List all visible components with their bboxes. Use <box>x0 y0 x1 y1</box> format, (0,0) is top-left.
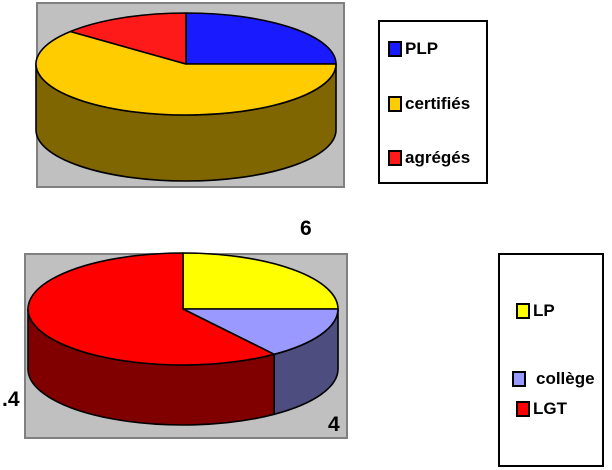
pie-2-slice-lgt <box>27 252 275 366</box>
legend-swatch-agreges <box>388 150 402 166</box>
legend-entry-certifies: certifiés <box>388 94 470 114</box>
legend-label-college: collège <box>536 369 595 388</box>
pie-chart-2-legend: LP collège LGT <box>498 253 604 467</box>
legend-swatch-college <box>512 371 526 387</box>
pie-chart-1-legend: PLP certifiés agrégés <box>378 20 488 184</box>
legend-entry-lgt: LGT <box>516 399 567 419</box>
pie-1-slice-plp <box>185 12 337 65</box>
legend-swatch-lp <box>516 303 530 319</box>
legend-entry-college: collège <box>512 369 595 389</box>
pie-2-slice-college <box>182 308 339 356</box>
legend-label-agreges: agrégés <box>405 148 471 167</box>
legend-entry-agreges: agrégés <box>388 148 470 168</box>
legend-entry-plp: PLP <box>388 39 438 59</box>
data-label-college: 4 <box>328 413 340 436</box>
pie-1-slice-certifies <box>35 30 337 116</box>
pie-1-slice-agreges <box>69 12 187 65</box>
legend-label-lgt: LGT <box>533 399 567 418</box>
legend-swatch-lgt <box>516 401 530 417</box>
data-label-lgt: .4 <box>2 388 20 411</box>
legend-label-plp: PLP <box>405 39 439 58</box>
legend-swatch-plp <box>388 41 402 57</box>
data-label-lp: 6 <box>300 217 312 240</box>
legend-label-lp: LP <box>533 301 555 320</box>
legend-label-certifies: certifiés <box>405 94 471 113</box>
legend-swatch-certifies <box>388 96 402 112</box>
legend-entry-lp: LP <box>516 301 555 321</box>
pie-2-slice-lp <box>182 252 339 310</box>
